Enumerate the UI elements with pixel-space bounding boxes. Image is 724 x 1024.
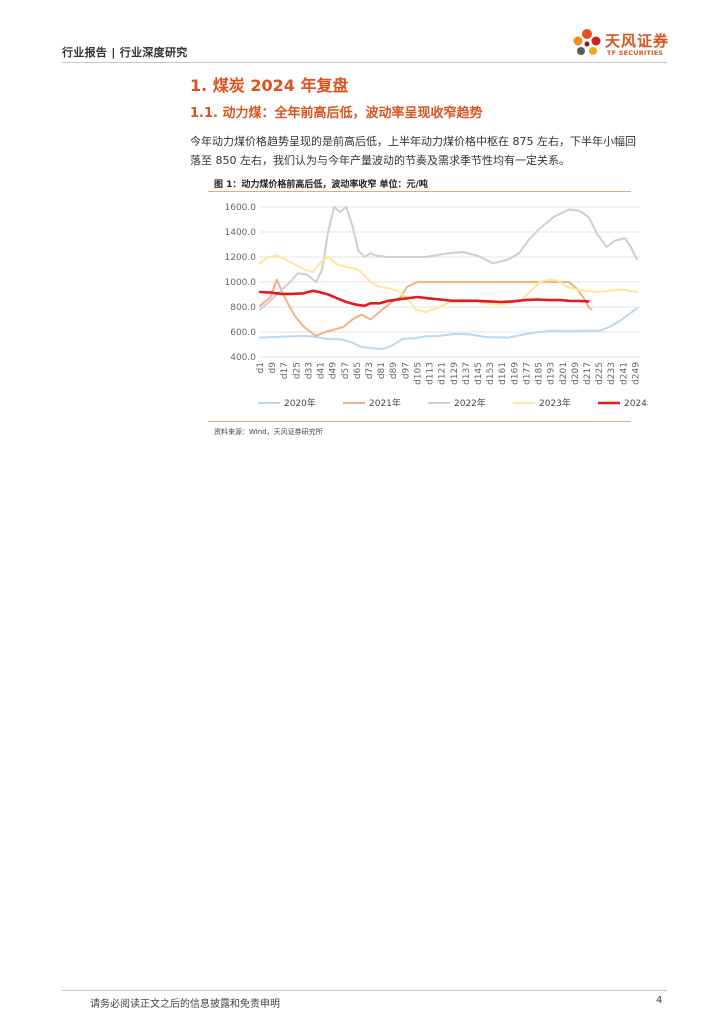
x-tick-label: d241: [619, 362, 629, 385]
series-line-2021年: [259, 278, 593, 337]
logo-name: 天风证券: [605, 32, 670, 50]
legend-label: 2020年: [284, 397, 316, 409]
subsection-heading: 1.1. 动力煤：全年前高后低，波动率呈现收窄趋势: [190, 106, 483, 121]
logo-flower-icon: [573, 29, 601, 55]
y-tick-label: 1000.0: [225, 278, 257, 288]
y-tick-label: 1600.0: [225, 203, 257, 213]
x-tick-label: d89: [389, 362, 399, 379]
figure-top-rule: [208, 191, 631, 192]
x-tick-label: d177: [522, 362, 532, 385]
x-tick-label: d185: [535, 362, 545, 385]
y-tick-label: 1200.0: [225, 253, 257, 263]
x-tick-label: d137: [462, 362, 472, 385]
x-tick-label: d17: [280, 362, 290, 379]
page-number: 4: [656, 995, 663, 1006]
x-tick-label: d105: [413, 362, 423, 385]
x-tick-label: d249: [631, 362, 641, 385]
x-tick-label: d41: [317, 362, 327, 379]
x-tick-label: d129: [450, 362, 460, 385]
x-tick-label: d81: [377, 362, 387, 379]
y-tick-label: 400.0: [230, 353, 256, 363]
x-tick-label: d97: [401, 362, 411, 379]
series-line-2020年: [259, 307, 638, 350]
footer-divider: [62, 990, 667, 991]
x-tick-label: d49: [329, 362, 339, 379]
logo-subtitle: TF SECURITIES: [607, 49, 664, 57]
x-tick-label: d225: [595, 362, 605, 385]
x-tick-label: d161: [498, 362, 508, 385]
series-line-2022年: [259, 206, 638, 311]
y-tick-label: 1400.0: [225, 228, 257, 238]
figure-title: 图 1：动力煤价格前高后低，波动率收窄 单位：元/吨: [214, 180, 428, 190]
coal-price-line-chart: 1600.01400.01200.01000.0800.0600.0400.0d…: [225, 203, 649, 409]
figure-source: 资料来源：Wind，天风证券研究所: [214, 428, 323, 436]
x-tick-label: d145: [474, 362, 484, 385]
x-tick-label: d113: [426, 362, 436, 385]
legend-label: 2021年: [369, 397, 401, 409]
legend-label: 2022年: [454, 397, 486, 409]
header-divider: [62, 62, 667, 63]
y-tick-label: 800.0: [230, 303, 256, 313]
header-category: 行业报告 | 行业深度研究: [62, 46, 188, 59]
figure-bottom-rule: [208, 421, 631, 422]
x-tick-label: d57: [341, 362, 351, 379]
x-tick-label: d1: [256, 362, 266, 373]
x-tick-label: d169: [510, 362, 520, 385]
x-tick-label: d209: [571, 362, 581, 385]
x-tick-label: d217: [583, 362, 593, 385]
company-logo: 天风证券 TF SECURITIES: [568, 24, 672, 62]
footer-disclaimer: 请务必阅读正文之后的信息披露和免责申明: [90, 999, 280, 1010]
x-tick-label: d9: [268, 362, 278, 374]
x-tick-label: d201: [559, 362, 569, 385]
x-tick-label: d25: [292, 362, 302, 379]
legend-label: 2023年: [539, 397, 571, 409]
x-tick-label: d193: [547, 362, 557, 385]
y-tick-label: 600.0: [230, 328, 256, 338]
body-paragraph: 今年动力煤价格趋势呈现的是前高后低，上半年动力煤价格中枢在 875 左右，下半年…: [190, 135, 636, 167]
series-line-2023年: [259, 254, 638, 313]
x-tick-label: d65: [353, 362, 363, 379]
x-tick-label: d121: [438, 362, 448, 385]
x-tick-label: d33: [304, 362, 314, 379]
x-tick-label: d233: [607, 362, 617, 385]
section-heading: 1. 煤炭 2024 年复盘: [190, 76, 349, 95]
x-tick-label: d73: [365, 362, 375, 379]
x-tick-label: d153: [486, 362, 496, 385]
series-line-2024年: [258, 289, 590, 308]
